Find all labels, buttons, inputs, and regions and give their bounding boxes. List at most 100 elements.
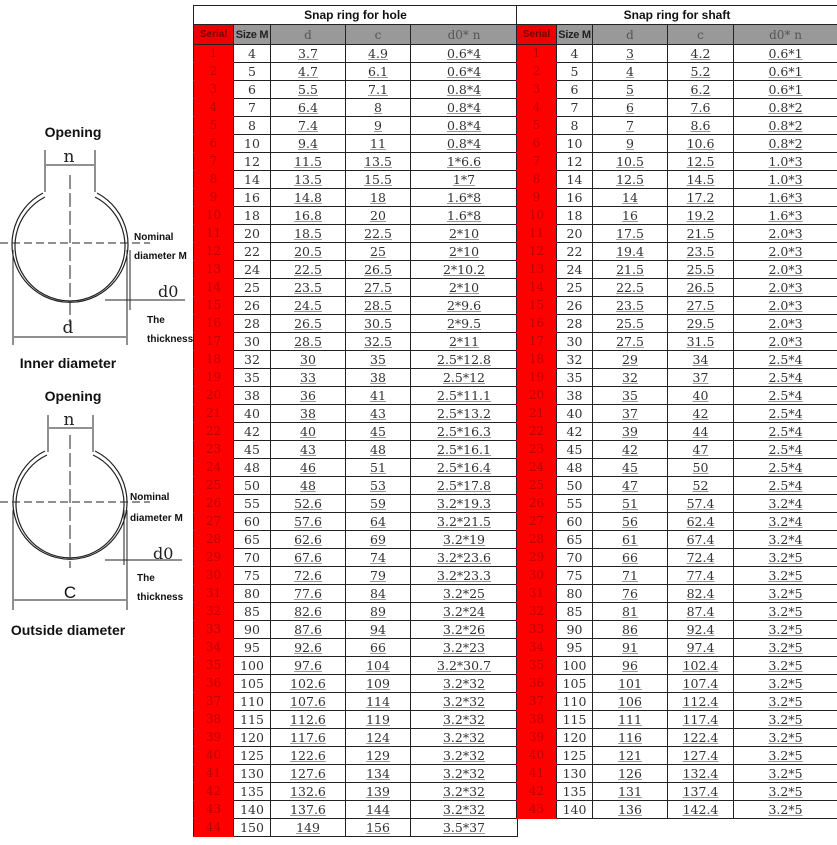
table-row: 42 135 132.6 139 3.2*32 [193,782,518,801]
d-cell: 111 [592,710,668,729]
serial-cell: 29 [516,548,557,567]
inner-dim-label: d [63,318,74,338]
size-m-cell: 25 [556,278,593,297]
c-cell: 35 [345,350,411,369]
opening-label: Opening [45,388,102,404]
serial-cell: 3 [516,80,557,99]
thickness-label-2: thickness [137,592,184,603]
size-m-cell: 140 [233,800,271,819]
d-cell: 86 [592,620,668,639]
d-cell: 107.6 [270,692,346,711]
c-cell: 10.6 [667,134,734,153]
d0-n-cell: 3.2*19.3 [410,494,518,513]
c-cell: 8.6 [667,116,734,135]
hole-snap-ring-table: Snap ring for hole Serial Size M d c d0*… [193,5,518,837]
size-m-cell: 8 [556,116,593,135]
outside-diameter-caption: Outside diameter [11,622,126,638]
serial-cell: 22 [193,422,234,441]
table-row: 12 22 19.4 23.5 2.0*3 [516,242,837,261]
serial-cell: 3 [193,80,234,99]
table-row: 35 100 97.6 104 3.2*30.7 [193,656,518,675]
serial-cell: 30 [516,566,557,585]
c-cell: 27.5 [667,296,734,315]
c-cell: 41 [345,386,411,405]
d-cell: 22.5 [592,278,668,297]
opening-n-label: n [64,410,75,430]
d-cell: 149 [270,818,346,837]
d0-n-cell: 0.8*2 [732,134,837,153]
table-row: 13 24 21.5 25.5 2.0*3 [516,260,837,279]
header-d: d [270,24,346,45]
serial-cell: 27 [193,512,234,531]
table-row: 3 6 5.5 7.1 0.8*4 [193,80,518,99]
d0-n-cell: 2.5*4 [732,458,837,477]
size-m-cell: 28 [233,314,271,333]
c-cell: 57.4 [667,494,734,513]
table-row: 22 42 39 44 2.5*4 [516,422,837,441]
d0-n-cell: 2.0*3 [732,296,837,315]
serial-cell: 1 [516,44,557,63]
d-cell: 66 [592,548,668,567]
d0-n-cell: 1.6*8 [410,206,518,225]
size-m-cell: 16 [233,188,271,207]
serial-cell: 9 [193,188,234,207]
d-cell: 117.6 [270,728,346,747]
d0-n-cell: 3.2*5 [732,764,837,783]
d0-n-cell: 3.2*21.5 [410,512,518,531]
d0-n-cell: 3.2*5 [732,566,837,585]
size-m-cell: 120 [233,728,271,747]
table-row: 37 110 107.6 114 3.2*32 [193,692,518,711]
table-row: 31 80 76 82.4 3.2*5 [516,584,837,603]
serial-cell: 42 [193,782,234,801]
c-cell: 59 [345,494,411,513]
d0-n-cell: 0.8*4 [410,116,518,135]
c-cell: 114 [345,692,411,711]
serial-cell: 13 [516,260,557,279]
d0-n-cell: 2.5*16.3 [410,422,518,441]
c-cell: 30.5 [345,314,411,333]
c-cell: 26.5 [345,260,411,279]
table-row: 40 125 122.6 129 3.2*32 [193,746,518,765]
table-row: 10 18 16.8 20 1.6*8 [193,206,518,225]
table-row: 43 140 137.6 144 3.2*32 [193,800,518,819]
table-row: 23 45 43 48 2.5*16.1 [193,440,518,459]
header-c: c [667,24,734,45]
d-cell: 23.5 [270,278,346,297]
d0-n-cell: 3.2*5 [732,584,837,603]
table-row: 6 10 9 10.6 0.8*2 [516,134,837,153]
c-cell: 47 [667,440,734,459]
size-m-cell: 35 [233,368,271,387]
table-row: 44 150 149 156 3.5*37 [193,818,518,837]
c-cell: 124 [345,728,411,747]
size-m-cell: 60 [233,512,271,531]
serial-cell: 11 [193,224,234,243]
d-cell: 11.5 [270,152,346,171]
size-m-cell: 32 [556,350,593,369]
d0-n-cell: 3.2*5 [732,746,837,765]
serial-cell: 24 [193,458,234,477]
d0-n-cell: 3.2*5 [732,782,837,801]
size-m-cell: 24 [556,260,593,279]
d0-n-cell: 3.2*5 [732,548,837,567]
table-row: 25 50 48 53 2.5*17.8 [193,476,518,495]
size-m-cell: 70 [556,548,593,567]
d0-n-cell: 0.6*4 [410,62,518,81]
d0-n-cell: 3.2*32 [410,728,518,747]
thickness-label: The [147,315,165,326]
size-m-cell: 150 [233,818,271,837]
size-m-cell: 135 [556,782,593,801]
serial-cell: 17 [516,332,557,351]
c-cell: 156 [345,818,411,837]
c-cell: 144 [345,800,411,819]
serial-cell: 28 [193,530,234,549]
size-m-cell: 32 [233,350,271,369]
d0-n-cell: 2.0*3 [732,260,837,279]
d-cell: 12.5 [592,170,668,189]
table-row: 43 140 136 142.4 3.2*5 [516,800,837,819]
size-m-cell: 4 [233,44,271,63]
d0-n-cell: 3.2*32 [410,764,518,783]
size-m-cell: 18 [556,206,593,225]
d-cell: 57.6 [270,512,346,531]
serial-cell: 42 [516,782,557,801]
d0-n-cell: 1.0*3 [732,170,837,189]
